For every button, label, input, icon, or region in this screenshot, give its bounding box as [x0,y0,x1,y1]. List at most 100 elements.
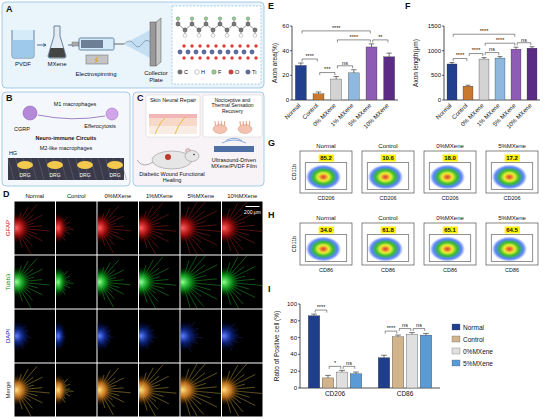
micrograph-signal [15,258,50,308]
atom [176,17,180,21]
gate-percent: 85.2 [320,155,332,161]
legend-swatch [178,70,183,75]
atom [204,17,208,21]
significance-bracket [453,59,467,62]
marks [447,47,537,100]
pathway [38,115,105,119]
atom [246,56,249,59]
error-bar [466,85,471,87]
gate-percent-bg [319,155,334,162]
significance-bracket [337,66,352,69]
label: M2-like macrophages [40,145,93,151]
atom [232,17,236,21]
panel-letter: D [3,189,10,199]
column-head: Control [67,193,86,199]
flow-frame [424,151,476,193]
needle [114,44,124,45]
atom [225,28,229,32]
legend-swatch [212,70,217,75]
flow-frame [362,151,414,193]
nerve [155,117,185,134]
y-tick [298,354,300,355]
bar [366,47,377,100]
error-bar [395,335,401,337]
gate-percent-bg [381,155,396,162]
significance-label: ns [521,37,527,43]
bar [527,48,537,100]
bar [392,337,403,388]
panel-letter: B [6,93,13,103]
x-axis-title: CD206 [441,195,458,201]
flow-frame [486,151,538,193]
text-line: Healing [163,177,182,183]
micrograph-signal [56,320,67,352]
drg [77,161,93,169]
y-tick [290,50,292,51]
plot-title: 5%MXene [498,143,526,149]
label: HG [9,150,17,156]
error-bar [333,77,338,79]
y-axis [300,304,301,388]
significance-label: ns [402,322,408,328]
ganglion [139,374,156,406]
spray-cone [124,30,150,58]
finger [214,122,216,126]
error-bar [351,70,356,73]
density [430,164,465,189]
y-tick [298,337,300,338]
y-tick [298,371,300,372]
atom [190,44,193,47]
x-axis-title: CD206 [379,195,396,201]
label: Skin Neural Repair [150,97,196,103]
text-line: Plate [149,77,163,83]
y-tick-label: 0 [286,97,290,103]
voltage-symbol [95,57,98,64]
plot-title: Normal [316,143,335,149]
x-axis-title: CD86 [443,267,457,273]
atom [225,34,229,38]
error-bar [450,63,455,64]
column-head: 5%MXene [187,193,214,199]
column-head: 0%MXene [104,193,131,199]
atom [202,50,207,55]
gate-percent: 18.0 [444,155,456,161]
x-axis-title: CD206 [317,195,334,201]
significance-label: ns [342,60,348,66]
gate [367,163,409,190]
sub-frame [146,95,200,137]
flow-frame [486,223,538,265]
collector [150,22,156,66]
y-tick [442,100,444,101]
film [214,146,254,152]
finger [224,122,225,126]
micrograph-signal [139,203,176,255]
atom [238,44,241,47]
fiber [61,158,67,180]
mouse-tail [137,160,153,165]
gate [367,235,409,262]
panel-b: M1 macrophagesEfferocytosisCGRPNeuro-imm… [2,92,130,186]
label: MXene [47,61,67,67]
ganglion [98,320,114,352]
text-line: MXene/PVDF Film [211,163,257,169]
micrograph-signal [222,320,242,352]
gate [429,235,471,262]
micrograph-signal [181,202,222,255]
label: Nociceptive andThermal SensationRecovery [212,97,254,115]
column-head: 10%MXene [227,193,257,199]
atom [218,22,222,26]
error-bar [409,333,415,335]
flow-frame [424,223,476,265]
beaker [12,30,34,58]
atom [230,44,233,47]
finger [246,122,247,126]
ganglion [56,266,67,298]
atom [232,22,236,26]
atom [222,44,225,47]
atom [238,56,241,59]
atom [226,50,231,55]
label: DRG [109,172,120,178]
fiber [121,158,127,180]
atom [230,56,233,59]
panel-letter: G [268,138,275,148]
